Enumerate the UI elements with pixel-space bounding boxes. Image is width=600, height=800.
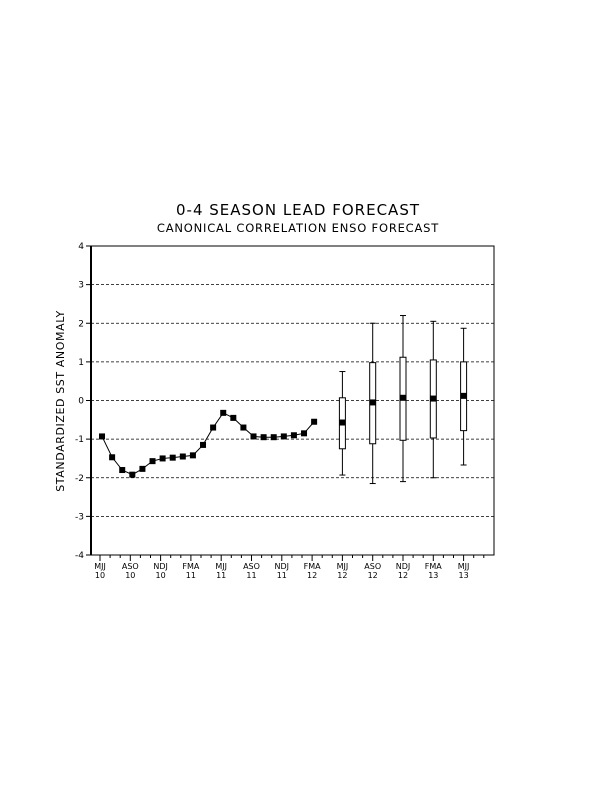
x-tick-year-label: 10 xyxy=(125,571,135,580)
x-tick-year-label: 12 xyxy=(307,571,317,580)
x-tick-year-label: 10 xyxy=(95,571,105,580)
forecast-point xyxy=(430,395,437,402)
observed-point xyxy=(290,432,297,439)
y-tick-label: 4 xyxy=(78,242,84,252)
forecast-point xyxy=(400,394,406,401)
chart-title: 0-4 SEASON LEAD FORECAST xyxy=(176,201,420,219)
y-tick-label: -1 xyxy=(75,435,84,445)
observed-point xyxy=(240,424,247,431)
x-tick-season-label: ASO xyxy=(122,562,139,571)
observed-point xyxy=(200,441,207,448)
x-tick-season-label: NDJ xyxy=(153,562,168,571)
x-tick-year-label: 11 xyxy=(216,571,226,580)
y-ticks: -4 -3 -2 -1 0 1 2 3 4 xyxy=(75,242,91,561)
x-tick-season-label: MJJ xyxy=(215,562,227,571)
observed-point xyxy=(119,467,126,474)
observed-point xyxy=(220,409,227,416)
x-tick-season-label: ASO xyxy=(364,562,381,571)
observed-point xyxy=(149,458,156,465)
x-tick-year-label: 10 xyxy=(156,571,166,580)
observed-point xyxy=(280,433,287,440)
y-axis-label: STANDARDIZED SST ANOMALY xyxy=(54,310,67,492)
y-tick-label: 1 xyxy=(78,358,84,368)
observed-point xyxy=(210,424,217,431)
y-tick-label: -3 xyxy=(75,512,84,522)
y-tick-label: 0 xyxy=(78,397,84,407)
x-tick-season-label: FMA xyxy=(182,562,200,571)
x-tick-year-label: 11 xyxy=(246,571,256,580)
observed-point xyxy=(129,471,136,478)
y-tick-label: 3 xyxy=(78,281,84,291)
observed-point xyxy=(179,453,186,460)
x-tick-year-label: 12 xyxy=(398,571,408,580)
x-tick-season-label: ASO xyxy=(243,562,260,571)
x-tick-season-label: FMA xyxy=(304,562,322,571)
forecast-boxplot xyxy=(429,320,437,479)
observed-point xyxy=(270,434,277,441)
x-ticks: MJJ10ASO10NDJ10FMA11MJJ11ASO11NDJ11FMA12… xyxy=(94,555,485,580)
observed-point xyxy=(139,465,146,472)
observed-point xyxy=(311,418,318,425)
x-tick-year-label: 12 xyxy=(368,571,378,580)
forecast-point xyxy=(369,399,376,406)
observed-point xyxy=(109,454,116,461)
observed-point xyxy=(189,452,196,459)
grid-lines xyxy=(91,284,494,517)
forecast-boxplot xyxy=(369,322,377,485)
forecast-boxplot xyxy=(399,315,407,483)
x-tick-season-label: NDJ xyxy=(396,562,411,571)
x-tick-year-label: 11 xyxy=(277,571,287,580)
forecast-boxplot xyxy=(338,371,346,476)
observed-point xyxy=(250,433,257,440)
forecast-boxplot xyxy=(460,327,468,466)
x-tick-year-label: 13 xyxy=(428,571,438,580)
y-tick-label: 2 xyxy=(78,319,84,329)
x-tick-season-label: MJJ xyxy=(458,562,470,571)
observed-line xyxy=(101,412,315,476)
chart-subtitle: CANONICAL CORRELATION ENSO FORECAST xyxy=(157,221,439,235)
x-tick-season-label: FMA xyxy=(425,562,443,571)
forecast-point xyxy=(460,392,467,399)
observed-series xyxy=(99,409,318,478)
observed-point xyxy=(99,433,106,440)
forecast-series xyxy=(338,315,468,485)
forecast-point xyxy=(339,419,346,426)
y-tick-label: -2 xyxy=(75,474,84,484)
x-tick-season-label: MJJ xyxy=(94,562,106,571)
observed-point xyxy=(260,434,267,441)
observed-point xyxy=(169,454,176,461)
x-tick-season-label: NDJ xyxy=(275,562,290,571)
x-tick-year-label: 12 xyxy=(337,571,347,580)
x-tick-year-label: 11 xyxy=(186,571,196,580)
x-tick-year-label: 13 xyxy=(459,571,469,580)
observed-point xyxy=(159,455,166,462)
y-tick-label: -4 xyxy=(75,551,84,561)
observed-point xyxy=(230,414,237,421)
observed-point xyxy=(301,430,308,437)
x-tick-season-label: MJJ xyxy=(337,562,349,571)
